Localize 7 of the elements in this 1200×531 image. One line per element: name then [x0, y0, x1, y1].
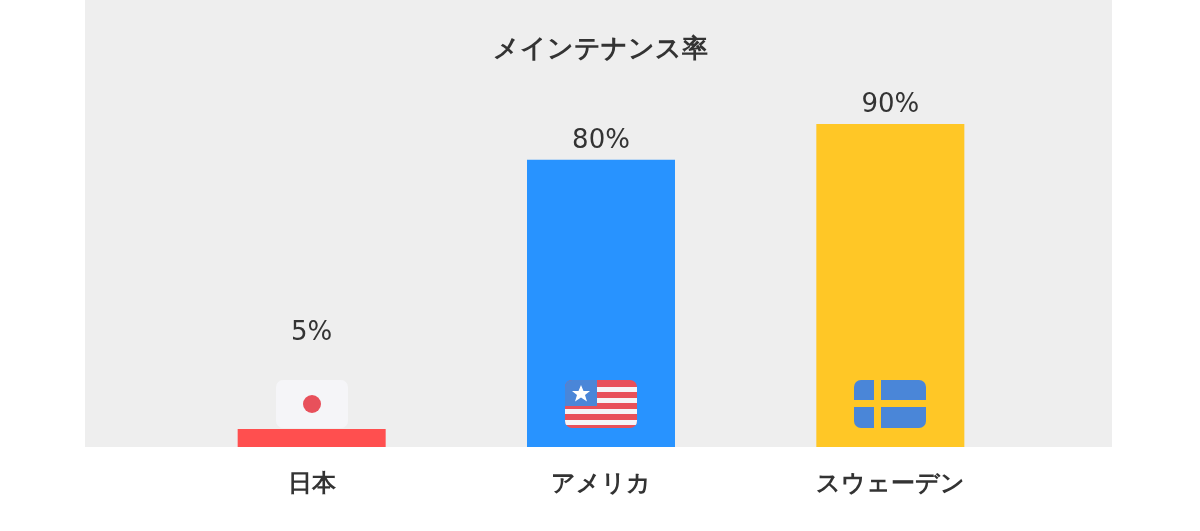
x-tick-label: スウェーデン [815, 469, 965, 497]
x-tick-label: アメリカ [551, 469, 651, 497]
chart-title: メインテナンス率 [492, 33, 708, 63]
data-label: 80% [572, 123, 630, 154]
x-tick-label: 日本 [287, 469, 337, 497]
data-label: 90% [861, 87, 920, 118]
data-label: 5% [291, 316, 333, 346]
